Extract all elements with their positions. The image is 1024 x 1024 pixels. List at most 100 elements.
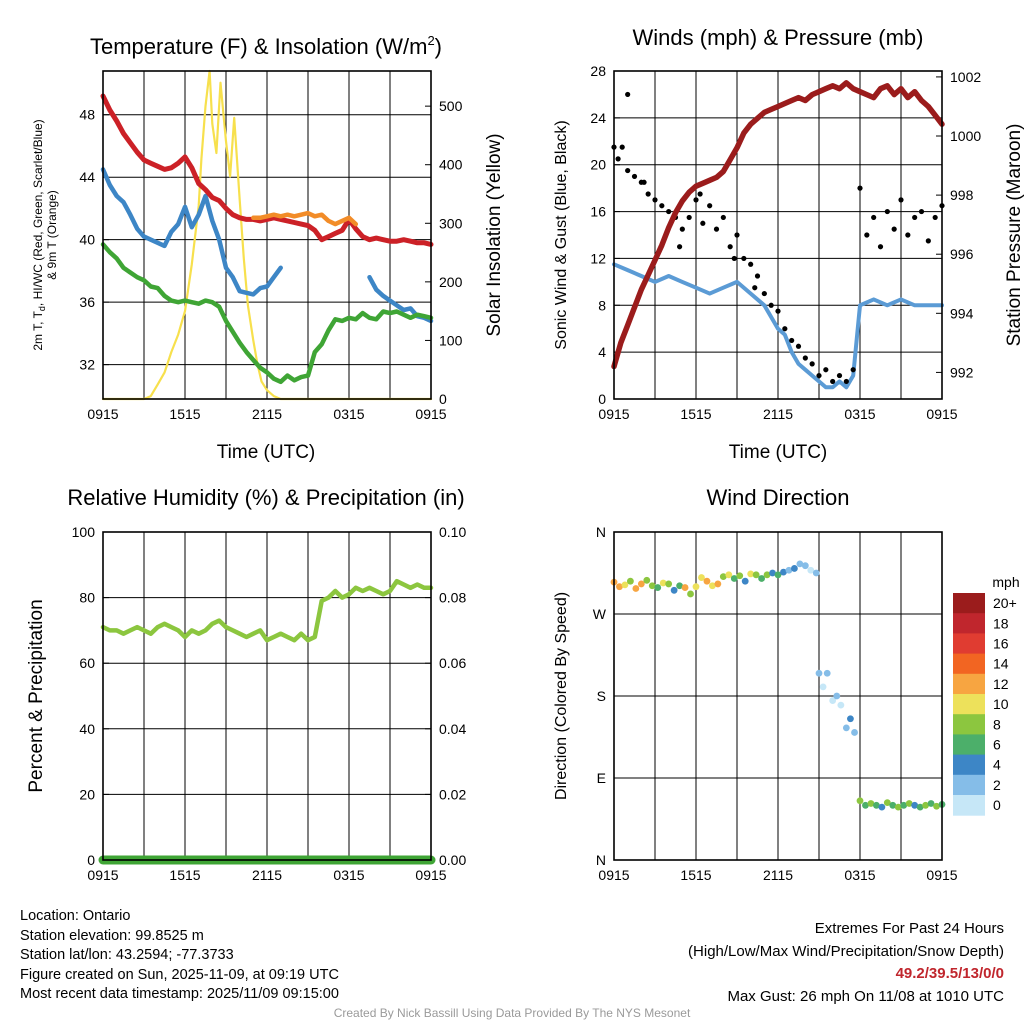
plot-border <box>613 531 943 861</box>
station-location: Location: Ontario <box>20 908 131 924</box>
gust-point <box>741 255 747 262</box>
direction-point <box>927 800 935 807</box>
humidity-panel: Relative Humidity (%) & Precipitation (i… <box>26 485 466 883</box>
y-tick-label: 40 <box>79 232 95 248</box>
temperature-xlabel: Time (UTC) <box>217 442 316 463</box>
gust-point <box>748 261 754 267</box>
gust-point <box>752 285 758 291</box>
y2-tick-label: 992 <box>950 364 974 380</box>
gust-point <box>720 214 726 221</box>
series-line-2 <box>100 242 434 385</box>
direction-point <box>807 566 815 574</box>
legend-swatch <box>953 613 985 634</box>
gust-point <box>700 220 706 226</box>
gust-point <box>775 308 781 314</box>
direction-point <box>637 580 645 588</box>
y-tick-label: E <box>597 770 606 786</box>
max-gust: Max Gust: 26 mph On 11/08 at 1010 UTC <box>727 987 1004 1005</box>
x-tick-label: 1515 <box>169 867 200 883</box>
series-line-3 <box>100 167 283 297</box>
gust-point <box>836 372 843 379</box>
direction-point <box>670 586 678 594</box>
direction-point <box>867 800 875 807</box>
direction-point <box>758 575 765 582</box>
x-tick-label: 0915 <box>598 406 629 422</box>
legend-label: 4 <box>993 757 1001 773</box>
direction-point <box>741 577 749 585</box>
gust-point <box>619 144 625 150</box>
direction-point <box>714 580 722 588</box>
y2-tick-label: 0.08 <box>439 590 466 606</box>
x-tick-label: 2115 <box>252 406 282 422</box>
y-tick-label: 48 <box>79 107 95 123</box>
gust-point <box>843 378 849 385</box>
x-tick-label: 0915 <box>415 406 446 422</box>
y2-tick-label: 1002 <box>950 69 981 85</box>
direction-point <box>665 580 673 588</box>
y2-tick-label: 1000 <box>950 128 981 144</box>
extremes-subtitle: (High/Low/Max Wind/Precipitation/Snow De… <box>688 942 1004 960</box>
direction-point <box>780 568 787 576</box>
plot-border <box>102 70 432 400</box>
y-tick-label: 60 <box>79 655 95 671</box>
direction-point <box>829 697 837 704</box>
y-tick-label: 44 <box>79 169 95 185</box>
x-tick-label: 0915 <box>415 867 446 883</box>
gust-point <box>871 214 877 221</box>
gust-point <box>697 191 703 197</box>
direction-point <box>833 692 841 700</box>
direction-point <box>692 583 700 591</box>
gust-point <box>898 197 904 203</box>
grid-lines <box>103 71 431 399</box>
legend-swatch <box>953 673 985 695</box>
y-tick-label: 4 <box>598 344 606 360</box>
gust-point <box>625 167 631 174</box>
x-tick-label: 0315 <box>844 867 875 883</box>
x-tick-label: 0915 <box>926 406 957 422</box>
gust-point <box>731 255 737 262</box>
extremes-values: 49.2/39.5/13/0/0 <box>895 965 1004 982</box>
x-tick-label: 1515 <box>169 406 200 422</box>
gust-point <box>891 226 897 232</box>
gust-point <box>693 197 699 203</box>
direction-point <box>905 800 913 807</box>
direction-point <box>785 566 793 574</box>
plot-border <box>613 70 943 400</box>
gust-point <box>802 355 808 361</box>
legend-swatch <box>953 774 985 796</box>
direction-point <box>659 579 667 587</box>
gust-point <box>625 91 631 98</box>
gust-point <box>932 214 938 221</box>
legend-label: 16 <box>993 636 1009 652</box>
direction-point <box>900 801 908 809</box>
legend-label: 12 <box>993 676 1009 692</box>
y2-tick-label: 0.06 <box>439 655 466 671</box>
direction-point <box>654 584 662 591</box>
y-tick-label: N <box>596 852 606 868</box>
direction-point <box>616 583 623 591</box>
gust-point <box>782 326 788 332</box>
gust-point <box>877 244 884 250</box>
y-tick-label: 100 <box>72 524 96 540</box>
gust-point <box>925 238 931 244</box>
legend-label: 8 <box>993 716 1001 732</box>
x-tick-label: 0315 <box>333 406 364 422</box>
direction-point <box>878 803 886 811</box>
direction-point <box>812 569 820 577</box>
y-tick-label: 0 <box>598 391 606 407</box>
direction-point <box>823 669 831 677</box>
y-tick-label: 36 <box>79 294 95 310</box>
gust-point <box>645 191 651 197</box>
gust-point <box>754 273 761 279</box>
legend-swatch <box>953 633 985 655</box>
direction-point <box>752 571 760 579</box>
y2-tick-label: 994 <box>950 305 974 321</box>
winds-title: Winds (mph) & Pressure (mb) <box>633 25 924 50</box>
gust-point <box>918 208 925 215</box>
direction-point <box>632 585 640 592</box>
y-tick-label: 40 <box>79 721 95 737</box>
legend-swatch <box>953 795 985 816</box>
direction-point <box>681 584 689 591</box>
grid-lines <box>103 532 431 860</box>
gust-point <box>905 232 911 238</box>
